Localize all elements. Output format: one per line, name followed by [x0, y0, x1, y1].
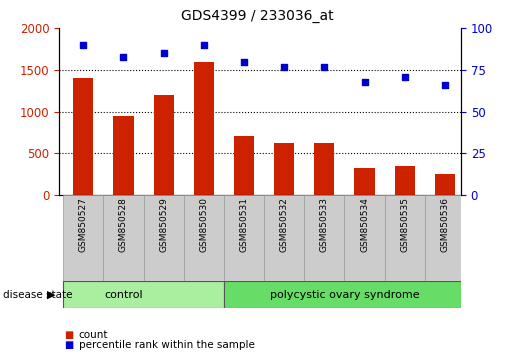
Text: GDS4399 / 233036_at: GDS4399 / 233036_at [181, 9, 334, 23]
Bar [194, 62, 214, 195]
Bar [73, 78, 93, 195]
Point [119, 54, 128, 59]
Bar [144, 195, 184, 281]
Point [240, 59, 248, 64]
Text: GSM850534: GSM850534 [360, 197, 369, 252]
Point [79, 42, 88, 48]
Bar [274, 143, 294, 195]
Point [320, 64, 329, 69]
Text: ■: ■ [64, 340, 74, 350]
Text: GSM850531: GSM850531 [239, 197, 249, 252]
Point [160, 51, 168, 56]
Bar [314, 143, 334, 195]
Point [360, 79, 369, 84]
Text: ▶: ▶ [47, 290, 56, 300]
Text: GSM850528: GSM850528 [119, 197, 128, 252]
Bar [184, 195, 224, 281]
Bar [234, 137, 254, 195]
Bar [264, 195, 304, 281]
Text: GSM850530: GSM850530 [199, 197, 209, 252]
Text: GSM850532: GSM850532 [280, 197, 289, 252]
Point [200, 42, 208, 48]
Bar [63, 281, 224, 308]
Point [401, 74, 409, 79]
Bar [113, 116, 133, 195]
Text: GSM850527: GSM850527 [79, 197, 88, 252]
Bar [354, 168, 374, 195]
Text: count: count [79, 330, 108, 339]
Bar [224, 281, 465, 308]
Text: disease state: disease state [3, 290, 72, 300]
Point [441, 82, 449, 88]
Text: GSM850536: GSM850536 [440, 197, 450, 252]
Text: GSM850535: GSM850535 [400, 197, 409, 252]
Text: polycystic ovary syndrome: polycystic ovary syndrome [270, 290, 419, 300]
Point [280, 64, 288, 69]
Bar [345, 195, 385, 281]
Bar [435, 174, 455, 195]
Text: control: control [104, 290, 143, 300]
Text: ■: ■ [64, 330, 74, 339]
Text: percentile rank within the sample: percentile rank within the sample [79, 340, 255, 350]
Bar [153, 95, 174, 195]
Text: GSM850529: GSM850529 [159, 197, 168, 252]
Bar [63, 195, 104, 281]
Bar [394, 166, 415, 195]
Bar [304, 195, 345, 281]
Bar [224, 195, 264, 281]
Text: GSM850533: GSM850533 [320, 197, 329, 252]
Bar [425, 195, 465, 281]
Bar [385, 195, 425, 281]
Bar [104, 195, 144, 281]
